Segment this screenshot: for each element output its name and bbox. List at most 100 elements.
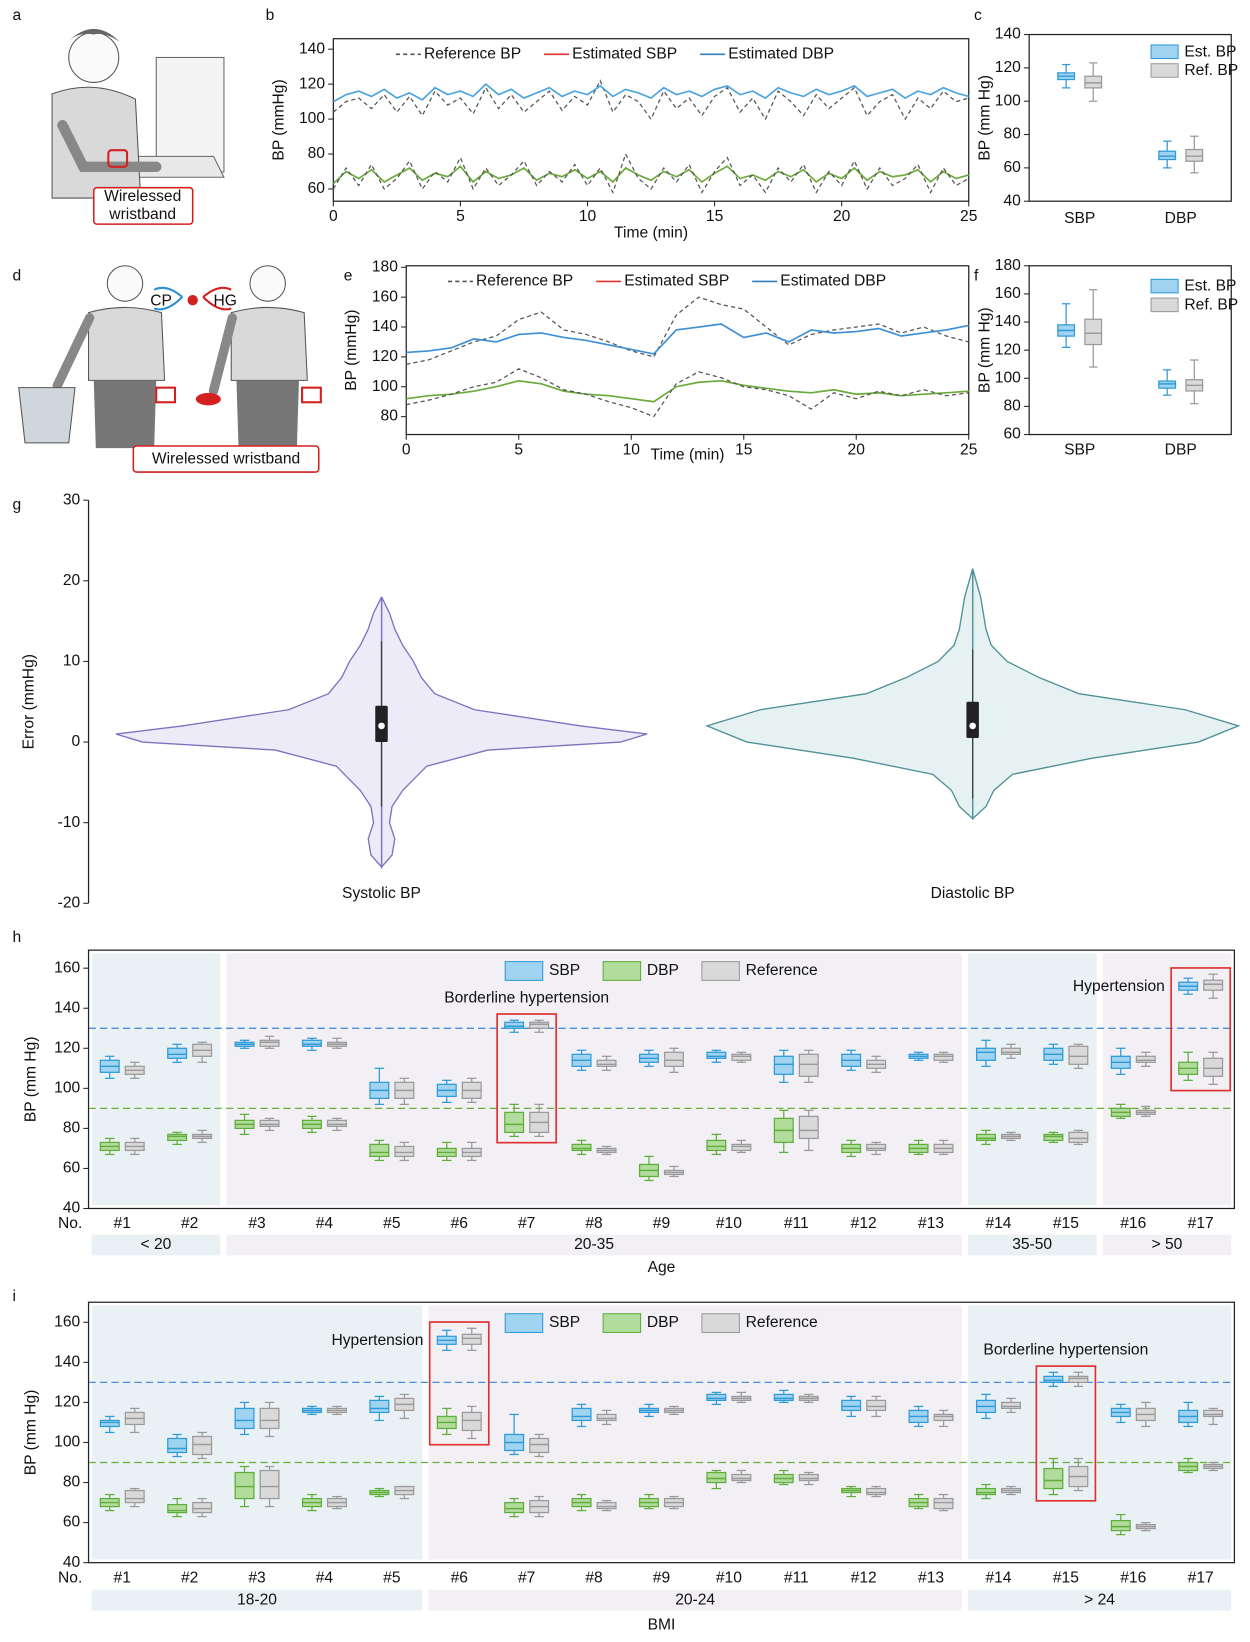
arm <box>57 318 89 386</box>
box <box>125 1491 144 1503</box>
box <box>934 1054 953 1060</box>
box <box>799 1054 818 1076</box>
legs <box>236 380 299 448</box>
box <box>977 1048 996 1060</box>
legend-label: Ref. BP <box>1184 296 1238 313</box>
legend-swatch <box>1151 279 1178 293</box>
x-axis-label: BMI <box>648 1616 676 1633</box>
legend-swatch <box>603 962 641 981</box>
x-axis-label: Age <box>648 1259 676 1276</box>
x-tick-label: #7 <box>518 1215 535 1232</box>
box <box>977 1134 996 1140</box>
y-tick-label: 120 <box>995 341 1021 358</box>
x-tick-label: 15 <box>735 441 753 458</box>
box <box>328 1120 347 1126</box>
y-tick-label: 100 <box>54 1079 80 1096</box>
box <box>235 1473 254 1499</box>
box <box>572 1408 591 1420</box>
y-tick-label: 100 <box>995 92 1021 109</box>
legend-label: SBP <box>549 1314 580 1331</box>
torso <box>231 307 307 380</box>
annotation: Borderline hypertension <box>983 1342 1148 1359</box>
box <box>100 1420 119 1426</box>
box <box>597 1414 616 1420</box>
box <box>530 1438 549 1452</box>
box <box>235 1408 254 1428</box>
number-label: No. <box>58 1215 82 1232</box>
legend-label: SBP <box>549 962 580 979</box>
x-tick-label: 20 <box>848 441 866 458</box>
box <box>799 1116 818 1138</box>
y-tick-label: 120 <box>54 1394 80 1411</box>
box <box>934 1499 953 1509</box>
x-tick-label: #2 <box>181 1569 198 1586</box>
box <box>1044 1134 1063 1140</box>
x-tick-label: 10 <box>623 441 641 458</box>
box <box>505 1022 524 1028</box>
x-tick-label: #12 <box>851 1215 877 1232</box>
box <box>732 1475 751 1481</box>
y-tick-label: 80 <box>1003 398 1021 415</box>
y-tick-label: 160 <box>372 288 398 305</box>
y-tick-label: 160 <box>54 1313 80 1330</box>
group-label: 35-50 <box>1012 1236 1052 1253</box>
line <box>333 81 968 119</box>
line <box>333 154 968 192</box>
box <box>597 1060 616 1066</box>
illustration-d: d CP HG Wirelessed wristband <box>13 266 321 472</box>
box <box>1136 1056 1155 1062</box>
legend-label: Est. BP <box>1184 278 1236 295</box>
y-tick-label: 60 <box>63 1160 81 1177</box>
legend-label: Estimated DBP <box>728 45 834 62</box>
x-tick-label: #13 <box>918 1215 944 1232</box>
box <box>1002 1048 1021 1054</box>
wristband-marker <box>302 388 321 403</box>
box <box>395 1146 414 1156</box>
x-tick-label: DBP <box>1165 210 1197 227</box>
legend-label: DBP <box>647 962 679 979</box>
box <box>1002 1402 1021 1408</box>
legend-swatch <box>1151 298 1178 312</box>
wristband-marker <box>156 388 175 403</box>
x-tick-label: 25 <box>960 208 978 225</box>
box <box>462 1334 481 1344</box>
y-axis-label: BP (mmHg) <box>270 79 287 160</box>
panel-letter: i <box>13 1288 16 1305</box>
box <box>1204 1410 1223 1416</box>
caption: Wirelessed wristband <box>152 451 300 468</box>
y-tick-label: 120 <box>995 59 1021 76</box>
legend-label: Estimated SBP <box>624 273 729 290</box>
x-tick-label: #17 <box>1188 1569 1214 1586</box>
legend-swatch <box>505 962 542 981</box>
y-tick-label: 40 <box>63 1200 81 1217</box>
torso <box>89 307 165 380</box>
y-tick-label: 100 <box>372 378 398 395</box>
x-tick-label: #10 <box>716 1569 742 1586</box>
line <box>406 324 969 354</box>
x-tick-label: #17 <box>1188 1215 1214 1232</box>
caption: Wirelessed <box>104 188 181 205</box>
x-axis-label: Time (min) <box>651 447 725 464</box>
plot-frame <box>406 266 969 435</box>
x-tick-label: #6 <box>451 1215 468 1232</box>
y-tick-label: 100 <box>995 369 1021 386</box>
box <box>260 1471 279 1499</box>
x-tick-label: #8 <box>585 1569 602 1586</box>
panel-letter: e <box>344 267 353 284</box>
group-label: 20-35 <box>574 1236 614 1253</box>
arm <box>214 318 233 391</box>
box <box>597 1503 616 1509</box>
group-label: 20-24 <box>675 1591 715 1608</box>
head <box>250 266 285 301</box>
box <box>707 1052 726 1058</box>
x-tick-label: #9 <box>653 1569 670 1586</box>
box <box>977 1489 996 1495</box>
x-tick-label: 10 <box>579 208 597 225</box>
x-tick-label: DBP <box>1165 441 1197 458</box>
legend-label: DBP <box>647 1314 679 1331</box>
x-tick-label: #13 <box>918 1569 944 1586</box>
x-tick-label: Diastolic BP <box>931 885 1015 902</box>
box <box>370 1400 389 1412</box>
head <box>107 266 142 301</box>
y-tick-label: 60 <box>63 1514 81 1531</box>
